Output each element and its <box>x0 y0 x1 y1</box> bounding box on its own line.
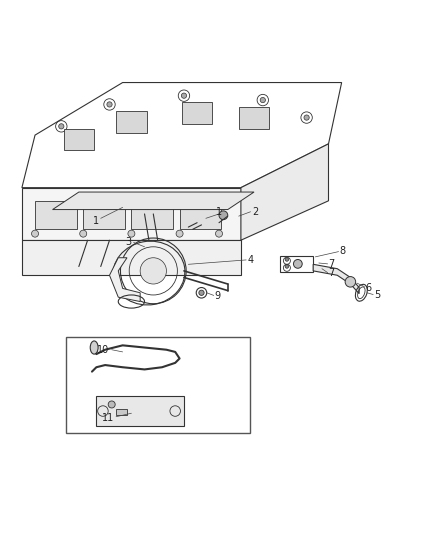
FancyBboxPatch shape <box>66 336 250 433</box>
Bar <box>131 201 173 229</box>
Circle shape <box>59 124 64 129</box>
Bar <box>64 128 94 150</box>
Circle shape <box>128 230 135 237</box>
Text: 9: 9 <box>215 291 221 301</box>
Bar <box>35 201 77 229</box>
Circle shape <box>345 277 356 287</box>
Circle shape <box>107 102 112 107</box>
Circle shape <box>285 258 289 261</box>
Text: 8: 8 <box>339 246 346 256</box>
Text: 10: 10 <box>97 345 110 355</box>
Circle shape <box>304 115 309 120</box>
Bar <box>180 201 221 229</box>
Circle shape <box>293 260 302 268</box>
Polygon shape <box>241 144 328 240</box>
Polygon shape <box>53 192 254 209</box>
Polygon shape <box>22 83 342 188</box>
Bar <box>116 111 147 133</box>
Polygon shape <box>116 409 127 415</box>
Circle shape <box>215 230 223 237</box>
Circle shape <box>181 93 187 98</box>
Polygon shape <box>313 264 359 294</box>
Circle shape <box>199 290 204 295</box>
Circle shape <box>80 230 87 237</box>
Circle shape <box>176 230 183 237</box>
Circle shape <box>32 230 39 237</box>
Bar <box>239 107 269 128</box>
Circle shape <box>285 265 289 268</box>
Text: 4: 4 <box>247 255 254 265</box>
Ellipse shape <box>90 341 98 354</box>
Bar <box>83 201 125 229</box>
Text: 1: 1 <box>93 215 99 225</box>
Text: 5: 5 <box>374 290 381 300</box>
Text: 3: 3 <box>125 237 131 247</box>
Circle shape <box>219 211 228 220</box>
Circle shape <box>108 401 115 408</box>
Circle shape <box>140 258 166 284</box>
Text: 2: 2 <box>252 207 258 217</box>
Bar <box>182 102 212 124</box>
Text: 1: 1 <box>216 207 222 217</box>
Text: 7: 7 <box>328 268 335 278</box>
Polygon shape <box>110 258 140 302</box>
Text: 6: 6 <box>366 282 372 293</box>
Text: 7: 7 <box>328 260 335 269</box>
Polygon shape <box>22 188 241 240</box>
Circle shape <box>260 98 265 103</box>
Bar <box>280 255 313 272</box>
Polygon shape <box>22 240 241 275</box>
Bar <box>96 395 184 426</box>
Text: 11: 11 <box>102 413 114 423</box>
